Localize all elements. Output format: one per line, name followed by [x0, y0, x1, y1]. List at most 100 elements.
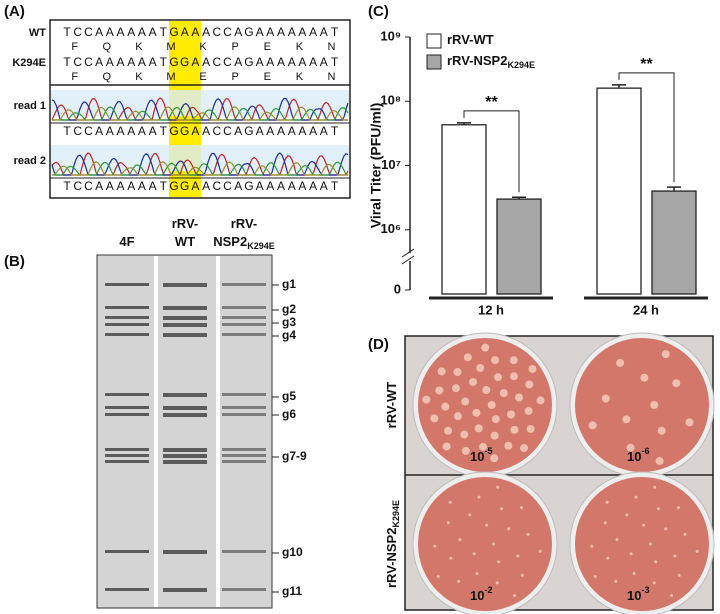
nucleotide: A: [309, 124, 317, 138]
band: [105, 333, 149, 336]
nucleotide: A: [256, 55, 264, 69]
amino-acid: K: [135, 41, 143, 53]
nucleotide: A: [309, 55, 317, 69]
nucleotide: C: [212, 25, 221, 39]
nucleotide: C: [223, 179, 232, 193]
plaque: [436, 575, 440, 579]
segment-label: g3: [282, 315, 296, 329]
band: [105, 323, 149, 326]
plaque: [528, 364, 537, 373]
nucleotide: A: [288, 25, 296, 39]
legend-swatch: [426, 33, 442, 49]
nucleotide: A: [138, 55, 146, 69]
plaque: [538, 549, 542, 553]
plaque: [453, 412, 462, 421]
well: [575, 477, 709, 611]
nucleotide: G: [244, 124, 253, 138]
nucleotide: C: [73, 25, 82, 39]
plaque: [476, 363, 485, 372]
plaque: [442, 442, 451, 451]
plaque: [435, 386, 444, 395]
plaque: [657, 426, 666, 435]
nucleotide: A: [309, 25, 317, 39]
nucleotide: A: [106, 55, 114, 69]
axis-break-gap: [404, 253, 416, 261]
nucleotide: C: [212, 55, 221, 69]
nucleotide: A: [288, 55, 296, 69]
nucleotide: A: [202, 124, 210, 138]
plaque: [490, 431, 499, 440]
plaque: [485, 523, 489, 527]
nucleotide: A: [234, 25, 242, 39]
plaque: [656, 507, 660, 511]
band: [163, 316, 207, 320]
amino-acid: K: [296, 41, 304, 53]
y-tick-label: 10⁹: [380, 28, 401, 43]
plaque: [460, 430, 469, 439]
nucleotide: A: [202, 25, 210, 39]
plaque: [593, 575, 597, 579]
bar: [651, 190, 697, 295]
nucleotide: A: [191, 55, 199, 69]
band: [163, 306, 207, 310]
segment-label: g6: [282, 407, 296, 421]
amino-acid: K: [135, 71, 143, 83]
text-part: WT: [175, 234, 195, 249]
nucleotide: T: [160, 25, 168, 39]
nucleotide: A: [138, 124, 146, 138]
plaque: [601, 394, 610, 403]
plaque: [491, 415, 500, 424]
significance: **: [485, 94, 498, 111]
sequence: TCCAAAAAATGGAACCAGAAAAAAAT: [62, 179, 341, 193]
nucleotide: A: [95, 55, 103, 69]
nucleotide: A: [191, 25, 199, 39]
band: [105, 393, 149, 396]
nucleotide: C: [84, 179, 93, 193]
nucleotide: C: [73, 55, 82, 69]
band: [105, 406, 149, 409]
read-label: read 1: [14, 100, 46, 112]
band: [163, 454, 207, 458]
plaque: [685, 418, 694, 427]
lane-label: NSP2K294E: [213, 234, 275, 251]
chromatogram-trace: [52, 106, 349, 121]
nucleotide: A: [277, 25, 285, 39]
nucleotide: G: [180, 124, 189, 138]
nucleotide: G: [169, 55, 178, 69]
plaque: [655, 457, 664, 466]
nucleotide: T: [160, 179, 168, 193]
y-tick-label: 10⁶: [381, 221, 401, 236]
amino-acid: K: [296, 71, 304, 83]
band: [163, 550, 207, 554]
plaque: [496, 485, 500, 489]
nucleotide: A: [277, 124, 285, 138]
plaque: [507, 527, 511, 531]
nucleotide: A: [127, 25, 135, 39]
amino-acid: Q: [103, 71, 112, 83]
amino-acid: Q: [103, 41, 112, 53]
plaque: [510, 425, 519, 434]
nucleotide: A: [116, 25, 124, 39]
row-label: K294E: [12, 57, 46, 69]
nucleotide: A: [266, 124, 274, 138]
nucleotide: A: [138, 179, 146, 193]
text-part: rRV-WT: [384, 382, 399, 429]
nucleotide: A: [256, 25, 264, 39]
band: [105, 460, 149, 463]
nucleotide: A: [106, 179, 114, 193]
nucleotide: A: [234, 55, 242, 69]
bar: [496, 198, 542, 295]
band: [163, 323, 207, 327]
band: [222, 413, 266, 416]
text-part: 4F: [119, 234, 134, 249]
band: [222, 306, 266, 309]
plaque: [474, 424, 483, 433]
text-part: 10: [470, 588, 484, 603]
gel: [96, 254, 273, 609]
nucleotide: A: [256, 179, 264, 193]
chromatogram-trace: [52, 106, 348, 121]
nucleotide: A: [127, 179, 135, 193]
amino-acid: K: [199, 41, 207, 53]
panel-label: (D): [368, 336, 389, 353]
